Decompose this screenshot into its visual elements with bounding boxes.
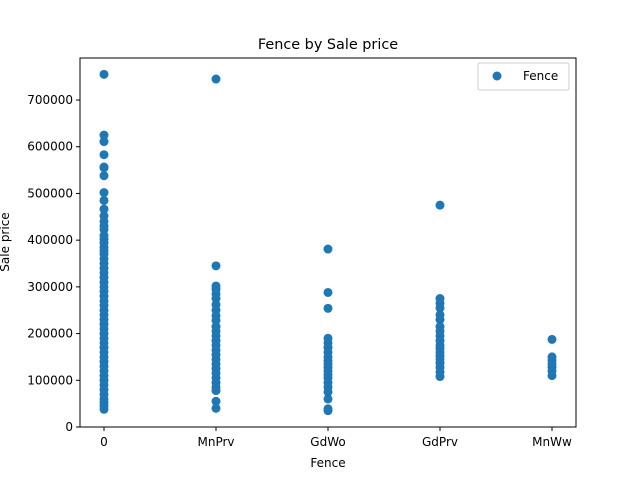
plot-area — [79, 57, 577, 428]
y-axis-label: Sale price — [0, 212, 12, 271]
data-point — [323, 244, 333, 254]
data-point — [211, 74, 221, 84]
legend: Fence — [477, 62, 570, 91]
y-tick-label: 400000 — [27, 233, 73, 247]
y-tick-label: 300000 — [27, 280, 73, 294]
data-point — [435, 303, 445, 313]
y-tick-label: 200000 — [27, 327, 73, 341]
data-point — [323, 406, 333, 416]
data-point — [99, 137, 109, 147]
data-point — [211, 261, 221, 271]
data-point — [99, 150, 109, 160]
legend-marker — [492, 71, 502, 81]
x-tick-label: MnWw — [532, 435, 572, 449]
data-point — [547, 334, 557, 344]
data-point — [323, 303, 333, 313]
y-tick-label: 0 — [65, 420, 73, 434]
x-tick-label: GdPrv — [422, 435, 458, 449]
x-axis-label: Fence — [310, 456, 345, 470]
x-tick-label: 0 — [100, 435, 108, 449]
data-point — [99, 204, 109, 214]
data-point — [99, 69, 109, 79]
data-point — [211, 403, 221, 413]
data-point — [323, 287, 333, 297]
legend-label: Fence — [523, 69, 558, 83]
data-point — [211, 386, 221, 396]
data-point — [99, 171, 109, 181]
data-point — [99, 188, 109, 198]
y-tick-label: 600000 — [27, 140, 73, 154]
data-point — [323, 394, 333, 404]
data-point — [435, 315, 445, 325]
data-point — [99, 404, 109, 414]
data-point — [99, 163, 109, 173]
chart-title: Fence by Sale price — [258, 37, 398, 53]
data-point — [435, 200, 445, 210]
x-tick-label: MnPrv — [197, 435, 234, 449]
y-axis-ticks: 0 100000 200000 300000 400000 500000 600000 700… — [27, 93, 80, 434]
data-point — [211, 396, 221, 406]
y-tick-label: 100000 — [27, 373, 73, 387]
y-tick-label: 500000 — [27, 186, 73, 200]
data-point — [435, 372, 445, 382]
data-point — [547, 371, 557, 381]
x-tick-label: GdWo — [310, 435, 345, 449]
legend-box — [477, 62, 570, 91]
data-point — [99, 195, 109, 205]
y-tick-label: 700000 — [27, 93, 73, 107]
data-points — [99, 69, 557, 416]
data-point — [99, 130, 109, 140]
x-axis-ticks: 0 MnPrv GdWo GdPrv MnWw — [100, 427, 572, 449]
data-point — [323, 387, 333, 397]
